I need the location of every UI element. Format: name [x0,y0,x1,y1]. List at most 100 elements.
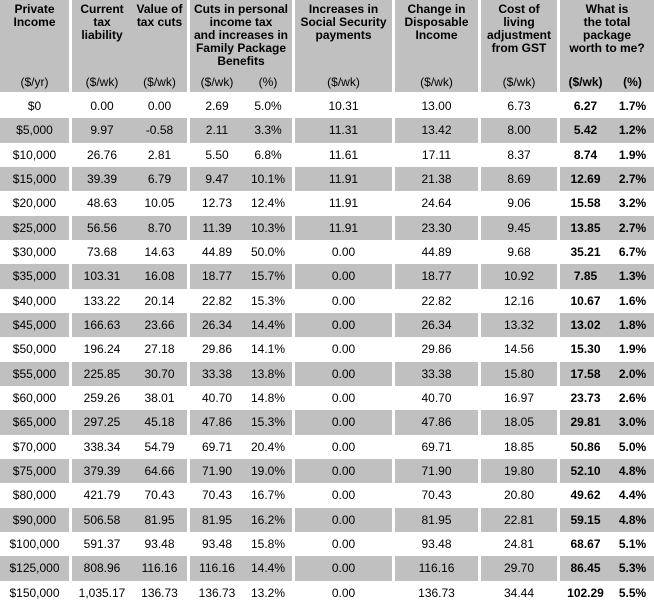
row-group: $40,000 [0,288,69,313]
cell-change_disposable_income_wk: 23.30 [421,220,452,235]
cell-total_package_worth_wk: 86.45 [570,561,601,576]
row-group: 29.86 14.1% [190,337,292,362]
row-group: 2.69 5.0% [190,94,292,119]
cell-total_package_worth_pct: 4.4% [618,488,647,503]
cell-increases_social_security_wk: 0.00 [331,488,356,503]
table-row: $150,000 1,035.17 136.73 136.73 13.2% 0.00 136… [0,580,654,605]
row-group: 259.26 38.01 [72,385,187,411]
cell-increases_social_security_wk: 0.00 [331,439,356,454]
header-units: ($/wk) (%) [190,76,292,92]
cell-current_tax_liability: 103.31 [83,269,121,284]
row-group: 10.31 [295,94,392,119]
cell-total_package_worth_wk: 15.58 [570,196,601,211]
row-group: 13.00 [395,94,478,119]
header-social-security: Increases in Social Security payments ($… [295,0,392,92]
row-group: 70.43 [395,483,478,508]
cell-total_package_worth_pct: 1.3% [618,269,647,284]
table-row: $45,000 166.63 23.66 26.34 14.4% 0.00 26.34 13.… [0,312,654,338]
cell-value_of_tax_cuts: 70.43 [144,488,175,503]
row-group: 17.58 2.0% [560,361,654,386]
cell-gst_cost_of_living_wk: 22.81 [503,512,535,527]
row-group: 48.63 10.05 [72,191,187,216]
row-group: 133.22 20.14 [72,288,187,313]
row-group: 297.25 45.18 [72,410,187,435]
cell-total_package_worth_pct: 1.2% [618,123,647,138]
cell-cuts_income_tax_family_package_wk: 22.82 [201,293,233,308]
cell-total_package_worth_pct: 6.7% [618,245,647,260]
cell-value_of_tax_cuts: 64.66 [144,464,175,479]
cell-private_income: $80,000 [12,488,57,503]
cell-value_of_tax_cuts: 136.73 [141,585,178,600]
cell-increases_social_security_wk: 0.00 [331,464,356,479]
cell-value_of_tax_cuts: 93.48 [144,537,175,552]
cell-total_package_worth_pct: 2.6% [618,391,647,406]
row-group: $70,000 [0,434,69,459]
header-title: Value of tax cuts [136,2,183,29]
cell-change_disposable_income_wk: 18.77 [421,269,452,284]
row-group: 18.77 15.7% [190,264,292,289]
row-group: 24.64 [395,191,478,216]
table-body: $0 0.00 0.00 2.69 5.0% 10.31 13.00 6.73 6.27 1.7%… [0,94,654,605]
row-group: 0.00 [295,410,392,435]
row-group: 9.97 -0.58 [72,118,187,143]
row-group: 0.00 [295,312,392,338]
row-group: 0.00 [295,507,392,532]
cell-gst_cost_of_living_wk: 9.06 [507,196,531,211]
row-group: 1,035.17 136.73 [72,580,187,605]
cell-cuts_income_tax_family_package_wk: 47.86 [201,415,233,430]
row-group: 93.48 15.8% [190,531,292,557]
row-group: 40.70 [395,385,478,411]
header-title: Increases in Social Security payments [300,2,387,42]
row-group: 23.73 2.6% [560,385,654,411]
cell-current_tax_liability: 39.39 [86,172,118,187]
row-group: 116.16 14.4% [190,556,292,581]
cell-total_package_worth_pct: 1.6% [618,293,647,308]
cell-total_package_worth_wk: 6.27 [573,99,598,114]
row-group: $90,000 [0,507,69,532]
row-group: 18.05 [481,410,557,435]
cell-cuts_income_tax_family_package_wk: 93.48 [201,537,233,552]
table-row: $90,000 506.58 81.95 81.95 16.2% 0.00 81.95 22.… [0,507,654,532]
cell-cuts_income_tax_family_package_pct: 15.3% [250,415,286,430]
cell-cuts_income_tax_family_package_wk: 29.86 [201,342,233,357]
header-unit-pct: (%) [623,75,642,89]
row-group: 338.34 54.79 [72,434,187,459]
row-group: 29.81 3.0% [560,410,654,435]
header-title: Current tax liability [80,2,124,42]
row-group: 0.00 [295,458,392,484]
row-group: 116.16 [395,556,478,581]
row-group: 9.47 10.1% [190,166,292,192]
row-group: 11.61 [295,142,392,167]
cell-current_tax_liability: 166.63 [83,318,121,333]
table-row: $15,000 39.39 6.79 9.47 10.1% 11.91 21.38 8.69 1… [0,166,654,192]
cell-gst_cost_of_living_wk: 10.92 [503,269,535,284]
row-group: $55,000 [0,361,69,386]
cell-total_package_worth_wk: 15.30 [570,342,601,357]
cell-cuts_income_tax_family_package_pct: 14.8% [250,391,286,406]
cell-increases_social_security_wk: 0.00 [331,269,356,284]
cell-total_package_worth_pct: 1.8% [618,318,647,333]
cell-cuts_income_tax_family_package_pct: 16.2% [250,512,286,527]
row-group: 19.80 [481,458,557,484]
cell-private_income: $75,000 [12,464,57,479]
row-group: 50.86 5.0% [560,434,654,459]
cell-private_income: $40,000 [12,293,57,308]
row-group: 11.91 [295,215,392,240]
cell-cuts_income_tax_family_package_wk: 71.90 [201,464,233,479]
row-group: 73.68 14.63 [72,239,187,265]
cell-current_tax_liability: 133.22 [83,293,121,308]
row-group: 379.39 64.66 [72,458,187,484]
cell-total_package_worth_wk: 10.67 [570,293,601,308]
cell-gst_cost_of_living_wk: 29.70 [503,561,535,576]
header-current-tax-liability: Current tax liability ($/wk) [72,0,132,92]
cell-private_income: $90,000 [12,512,57,527]
row-group: 15.30 1.9% [560,337,654,362]
cell-change_disposable_income_wk: 71.90 [421,464,452,479]
row-group: 13.02 1.8% [560,312,654,338]
cell-change_disposable_income_wk: 47.86 [421,415,452,430]
row-group: 0.00 [295,288,392,313]
row-group: 44.89 50.0% [190,239,292,265]
row-group: 15.80 [481,361,557,386]
row-group: 103.31 16.08 [72,264,187,289]
row-group: 93.48 [395,531,478,557]
